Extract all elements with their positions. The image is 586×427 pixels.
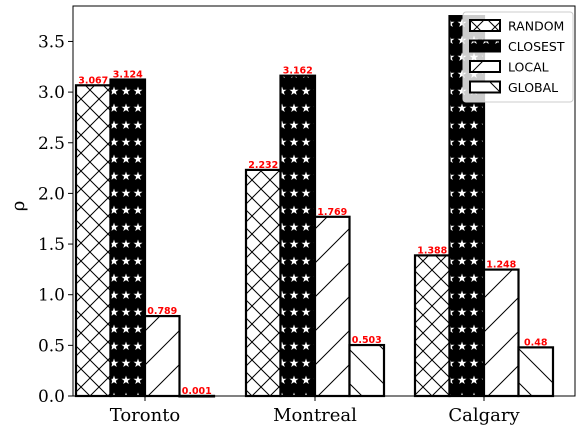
data-label: 0.503 [352,335,382,346]
legend-label-random: RANDOM [508,19,564,34]
legend-label-local: LOCAL [508,60,549,75]
data-label: 1.388 [417,245,447,256]
bar-random-calgary [413,254,451,398]
y-tick-label: 1.5 [38,235,65,255]
y-tick-label: 2.5 [38,134,65,154]
legend: RANDOM CLOSEST LOCAL GLOBAL [462,11,574,103]
data-label: 2.232 [248,160,278,171]
bar-local-calgary [482,268,520,398]
bar-global-calgary [517,346,555,398]
y-tick-label: 3.5 [38,32,65,52]
legend-swatch-closest [469,39,501,53]
data-label: 3.162 [283,66,313,77]
data-label: 3.067 [78,75,108,86]
bar-global-montreal [348,343,386,398]
data-labels-layer: 3.067 2.232 1.388 3.124 3.162 0.789 1.769 1.248… [78,66,548,397]
bar-local-toronto [143,314,181,398]
x-category-label: Montreal [273,405,357,426]
bar-random-toronto [74,84,112,398]
data-label: 1.769 [317,207,347,218]
bar-random-montreal [244,168,282,398]
legend-label-global: GLOBAL [508,80,558,95]
legend-swatch-global [469,80,501,94]
x-category-label: Calgary [448,405,520,426]
y-tick-label: 2.0 [38,184,65,204]
legend-swatch-random [469,19,501,32]
legend-swatch-local [469,60,501,73]
y-tick-label: 0.0 [38,387,65,407]
data-label: 0.789 [147,306,177,317]
data-label: 3.124 [113,70,143,81]
plot-frame [72,5,576,397]
bar-local-montreal [313,215,351,398]
y-axis: 0.0 0.5 1.0 1.5 2.0 2.5 3.0 3.5 [38,32,73,407]
data-label: 0.001 [182,386,212,397]
data-label: 0.48 [524,337,548,348]
y-axis-label: ρ [8,201,29,212]
x-category-label: Toronto [110,405,181,426]
y-tick-label: 3.0 [38,83,65,103]
bar-closest-montreal [279,74,317,398]
legend-label-closest: CLOSEST [508,39,565,54]
x-axis: Toronto Montreal Calgary [110,396,520,426]
bar-closest-toronto [109,78,147,398]
y-tick-label: 0.5 [38,336,65,356]
legend-box [462,11,574,103]
y-tick-label: 1.0 [38,286,65,306]
data-label: 1.248 [486,260,516,271]
